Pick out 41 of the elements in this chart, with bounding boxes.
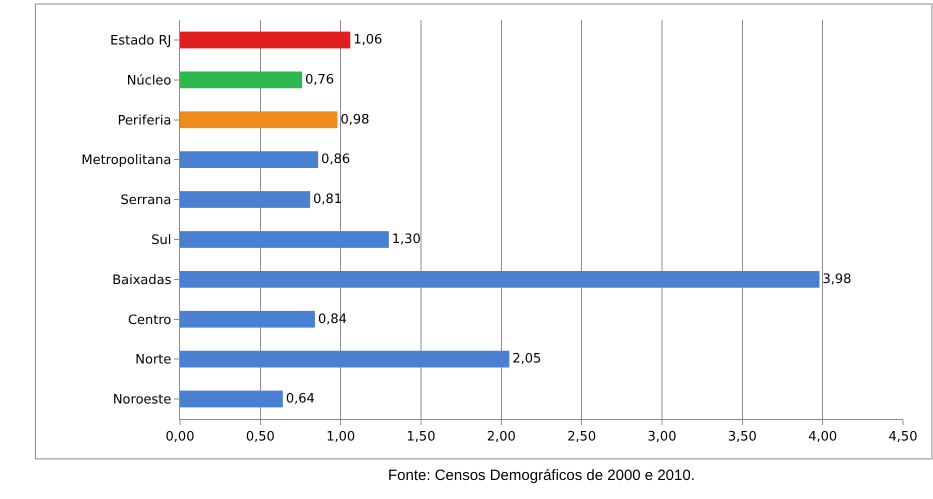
x-tick-label: 3,00: [648, 430, 676, 445]
y-tick-label: Baixadas: [112, 272, 172, 288]
data-label: 0,98: [340, 112, 370, 128]
x-tick-label: 0,00: [166, 430, 194, 445]
bar: [180, 32, 350, 48]
data-label: 1,06: [353, 32, 382, 48]
x-tick-label: 1,00: [326, 430, 356, 445]
bar: [180, 310, 315, 328]
bar: [180, 111, 338, 128]
data-label: 2,05: [512, 352, 542, 367]
bar: [180, 151, 318, 168]
data-label: 0,81: [313, 192, 342, 208]
bar: [180, 71, 302, 88]
y-tick-label: Noroeste: [112, 392, 172, 408]
y-tick-label: Centro: [128, 312, 172, 328]
bar: [180, 350, 510, 368]
x-tick-label: 1,50: [406, 430, 436, 445]
bar: [180, 270, 820, 288]
data-label: 3,98: [822, 272, 852, 287]
bar: [180, 191, 310, 208]
data-label: 0,84: [318, 312, 347, 327]
y-tick-label: Metropolitana: [81, 153, 172, 168]
data-label: 0,76: [305, 72, 334, 88]
data-label: 1,30: [392, 232, 421, 247]
x-tick-label: 2,50: [567, 430, 596, 445]
y-tick-label: Norte: [135, 352, 172, 368]
bar: [180, 390, 283, 408]
bar: [180, 231, 389, 248]
y-tick-label: Estado RJ: [110, 34, 172, 48]
x-tick-label: 4,50: [888, 430, 918, 445]
x-tick-label: 4,00: [808, 430, 838, 445]
y-tick-label: Núcleo: [126, 73, 172, 88]
data-label: 0,64: [286, 392, 315, 407]
data-label: 0,86: [321, 152, 350, 168]
y-tick-label: Serrana: [120, 193, 172, 208]
y-tick-label: Periferia: [118, 113, 172, 128]
x-tick-label: 2,00: [486, 430, 516, 445]
x-tick-label: 3,50: [728, 430, 757, 445]
y-tick-label: Sul: [151, 233, 172, 248]
x-tick-label: 0,50: [246, 430, 275, 445]
source-note: Fonte: Censos Demográficos de 2000 e 2010.: [388, 467, 695, 484]
